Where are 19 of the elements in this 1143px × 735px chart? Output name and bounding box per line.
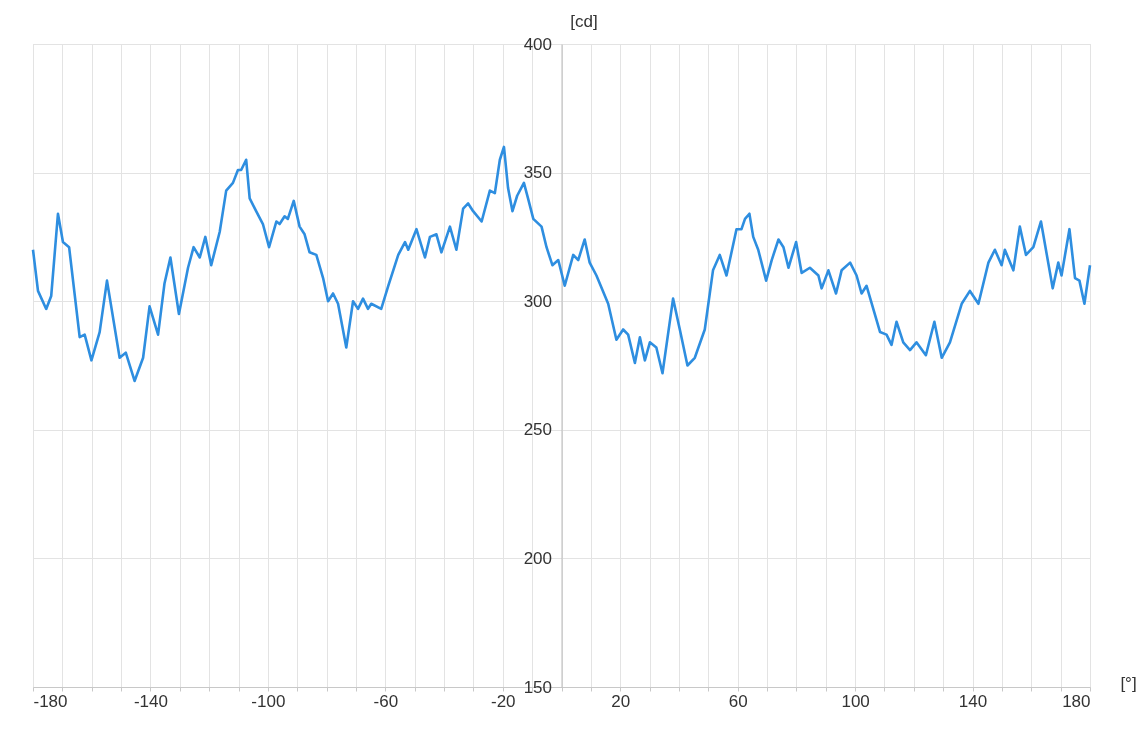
x-tick-label: 100 xyxy=(841,691,870,711)
x-tick-label: -20 xyxy=(490,691,516,711)
y-tick-label: 350 xyxy=(523,163,552,183)
y-tick-label: 150 xyxy=(523,677,552,697)
x-tick-label: -60 xyxy=(373,691,399,711)
x-tick-label: -100 xyxy=(251,691,286,711)
y-tick-label: 250 xyxy=(523,420,552,440)
line-series xyxy=(31,145,1092,383)
y-tick-label: 300 xyxy=(523,291,552,311)
x-axis-title: [°] xyxy=(1120,673,1137,693)
x-tick-label: 20 xyxy=(611,691,631,711)
x-tick-label: 60 xyxy=(728,691,748,711)
x-tick-label: -180 xyxy=(33,691,68,711)
y-axis-title: [cd] xyxy=(570,11,598,31)
x-tick-label: 140 xyxy=(958,691,988,711)
x-tick-label: -140 xyxy=(133,691,168,711)
y-tick-label: 400 xyxy=(523,34,552,54)
y-tick-label: 200 xyxy=(523,548,552,568)
x-tick-label: 180 xyxy=(1062,691,1091,711)
